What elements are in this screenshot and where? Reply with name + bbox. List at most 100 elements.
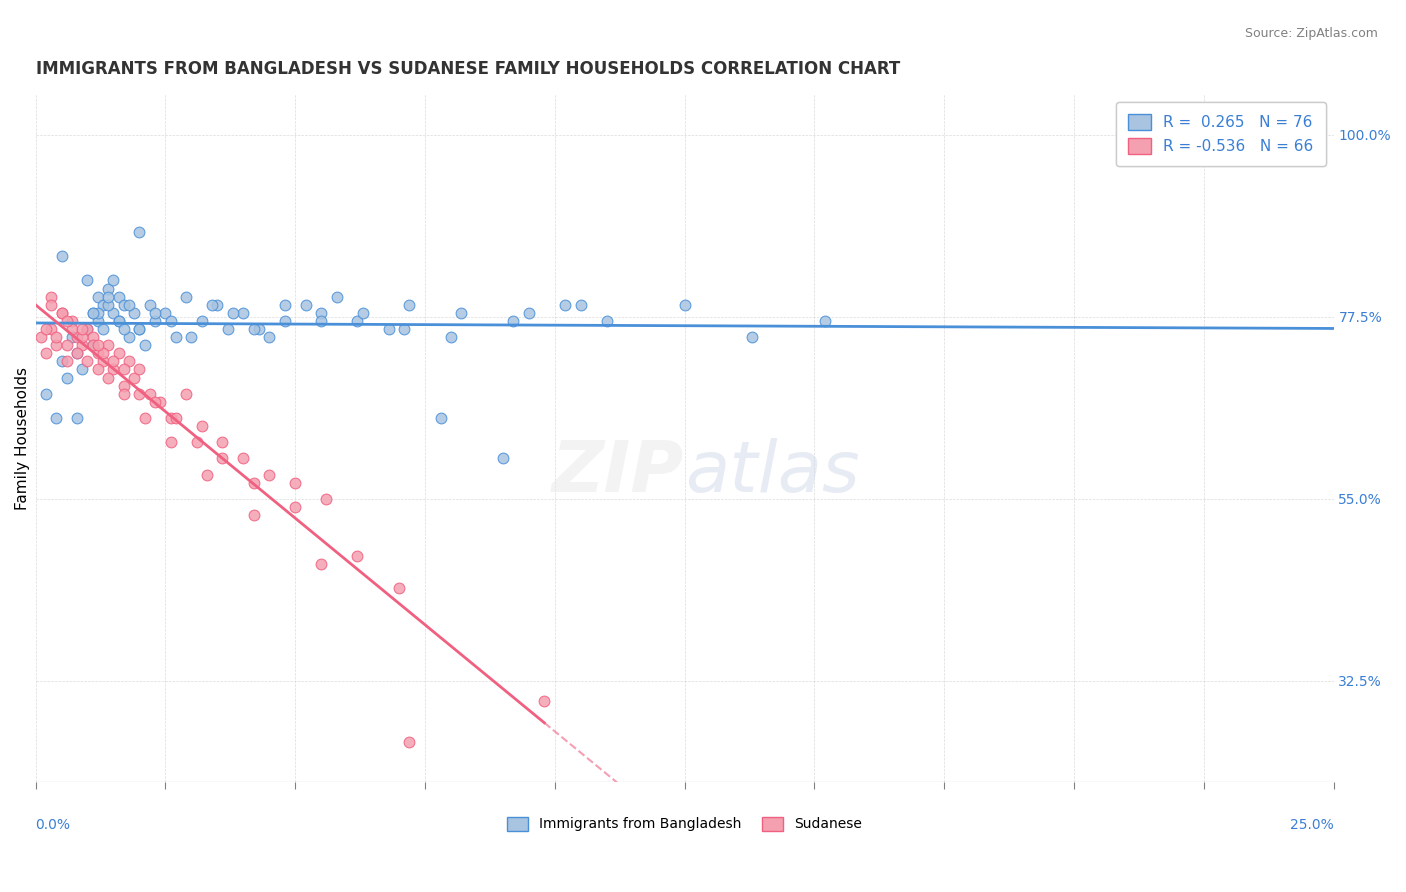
Point (60, 330, 83, 344)
Point (103, 354, 125, 368)
Text: 25.0%: 25.0% (1289, 819, 1333, 832)
Point (87, 290, 110, 304)
Point (134, 411, 156, 425)
Point (207, 298, 229, 312)
Point (107, 314, 129, 328)
Point (112, 362, 135, 376)
Point (159, 314, 181, 328)
Point (103, 306, 125, 320)
Point (165, 330, 187, 344)
Point (232, 451, 254, 466)
Point (492, 451, 515, 466)
Point (284, 500, 307, 514)
Point (232, 306, 254, 320)
Point (222, 306, 245, 320)
Point (211, 451, 233, 466)
Point (66, 330, 89, 344)
Point (30, 330, 52, 344)
Text: ZIP: ZIP (553, 438, 685, 508)
Point (128, 322, 150, 336)
Point (55, 354, 77, 368)
Point (112, 298, 135, 312)
Point (569, 298, 592, 312)
Text: Source: ZipAtlas.com: Source: ZipAtlas.com (1244, 27, 1378, 40)
Point (134, 338, 156, 352)
Point (190, 419, 212, 434)
Point (814, 314, 837, 328)
Point (139, 386, 162, 401)
Point (118, 298, 141, 312)
Point (174, 386, 197, 401)
Point (274, 314, 297, 328)
Point (122, 306, 145, 320)
Point (66, 346, 89, 360)
Point (55, 338, 77, 352)
Point (45, 330, 67, 344)
Point (107, 346, 129, 360)
Point (242, 322, 264, 336)
Point (201, 298, 224, 312)
Point (60, 322, 83, 336)
Point (51, 306, 73, 320)
Point (76, 322, 98, 336)
Point (190, 314, 212, 328)
Point (398, 734, 420, 748)
Point (51, 306, 73, 320)
Point (180, 330, 202, 344)
Point (315, 491, 337, 506)
Point (103, 273, 125, 287)
Point (97, 290, 120, 304)
Point (39, 290, 62, 304)
Point (284, 475, 307, 490)
Point (450, 306, 472, 320)
Point (398, 298, 420, 312)
Legend: R =  0.265   N = 76, R = -0.536   N = 66: R = 0.265 N = 76, R = -0.536 N = 66 (1116, 102, 1326, 166)
Point (103, 362, 125, 376)
Point (517, 306, 540, 320)
Text: 0.0%: 0.0% (35, 819, 70, 832)
Point (174, 290, 197, 304)
Point (242, 475, 264, 490)
Point (217, 322, 239, 336)
Point (97, 338, 120, 352)
Point (149, 394, 172, 409)
Point (247, 322, 270, 336)
Point (82, 306, 104, 320)
Point (377, 322, 399, 336)
Point (60, 314, 83, 328)
Point (392, 322, 415, 336)
Point (66, 411, 89, 425)
Point (388, 581, 411, 595)
Point (35, 386, 58, 401)
Point (91, 346, 114, 360)
Point (143, 394, 166, 409)
Point (39, 322, 62, 336)
Point (257, 330, 280, 344)
Point (82, 306, 104, 320)
Point (309, 314, 332, 328)
Point (118, 354, 141, 368)
Point (325, 290, 347, 304)
Point (107, 290, 129, 304)
Point (87, 338, 110, 352)
Point (294, 298, 316, 312)
Point (76, 354, 98, 368)
Point (242, 508, 264, 522)
Point (76, 273, 98, 287)
Point (159, 411, 181, 425)
Point (143, 306, 166, 320)
Point (122, 370, 145, 384)
Point (112, 322, 135, 336)
Point (82, 338, 104, 352)
Point (352, 306, 374, 320)
Point (128, 225, 150, 239)
Point (55, 314, 77, 328)
Point (76, 322, 98, 336)
Point (502, 314, 524, 328)
Point (87, 306, 110, 320)
Point (91, 354, 114, 368)
Point (143, 314, 166, 328)
Point (155, 306, 177, 320)
Point (72, 362, 94, 376)
Text: atlas: atlas (685, 438, 859, 508)
